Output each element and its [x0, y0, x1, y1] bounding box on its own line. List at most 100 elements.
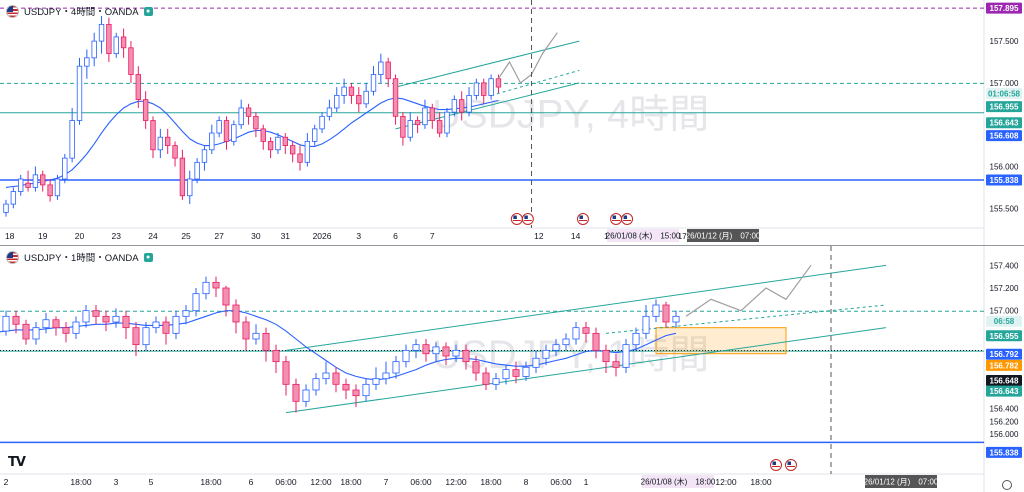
price-tag-bg	[986, 385, 1022, 397]
candle-body	[32, 174, 39, 188]
price-tag-bg	[986, 130, 1022, 142]
candle	[652, 299, 660, 322]
candle	[12, 310, 20, 334]
chart-title: USDJPY・4時間・OANDA	[24, 7, 139, 18]
candle	[312, 124, 318, 146]
candle-body	[642, 315, 650, 334]
candle-body	[192, 293, 200, 312]
candle	[172, 141, 178, 167]
candle-body	[372, 378, 380, 385]
candle-body	[297, 153, 303, 163]
candle	[392, 74, 399, 125]
candle	[412, 339, 420, 359]
price-axis-label: 156.792	[986, 348, 1022, 360]
candle-body	[341, 86, 347, 96]
price-axis-label: 01:06:58	[986, 87, 1022, 99]
economic-event-icon	[785, 459, 797, 471]
price-axis-label: 156.955	[986, 101, 1022, 113]
candle-body	[106, 23, 112, 55]
time-axis-label: 6	[249, 477, 254, 487]
settings-gear-icon[interactable]	[1002, 480, 1012, 490]
candle-body	[162, 321, 170, 334]
price-axis-label: 156.608	[986, 130, 1022, 142]
candle-body	[98, 23, 105, 42]
economic-event-icon	[576, 213, 589, 225]
candle	[297, 145, 303, 171]
candle	[481, 78, 487, 104]
candle	[382, 361, 390, 385]
chart-pane-4h[interactable]: USDJPY, 4時間 18 19 20 23 24 25 27 30 31 2026 3 6 7 12 14…	[0, 0, 1024, 246]
time-badge-bg	[865, 475, 937, 488]
candle	[267, 137, 274, 159]
candle	[402, 344, 410, 368]
candle-body	[135, 74, 141, 101]
candle	[150, 116, 156, 159]
candle-body	[512, 369, 520, 377]
candle	[319, 112, 325, 134]
candle-body	[436, 120, 443, 134]
candle	[572, 322, 580, 345]
candle	[2, 310, 10, 336]
candle	[542, 344, 550, 366]
candle-body	[402, 349, 410, 363]
candle	[352, 384, 360, 407]
candle	[332, 367, 340, 393]
candle-body	[272, 349, 280, 363]
economic-event-icon	[770, 459, 782, 471]
candle-body	[10, 191, 17, 205]
candle-body	[532, 357, 540, 368]
candle-body	[260, 128, 266, 142]
candle-body	[342, 383, 350, 391]
candle-body	[132, 327, 140, 346]
candle-body	[326, 107, 333, 117]
candle	[432, 342, 440, 362]
candle-body	[157, 136, 164, 151]
economic-event-icon	[610, 213, 623, 225]
candle-body	[242, 321, 250, 340]
price-tag-text: 155.838	[990, 448, 1019, 457]
time-axis-label: 1	[584, 477, 589, 487]
price-tag-text: 156.955	[990, 103, 1019, 112]
chart-pane-1h[interactable]: USDJPY, 1時間 2 18:00 3 5 18:00 6 06:00 12:00 18:00…	[0, 246, 1024, 492]
candle-body	[2, 315, 10, 332]
price-axis-label: 06:58	[986, 315, 1022, 327]
candle	[275, 133, 281, 154]
candle-body	[378, 61, 384, 75]
candle-body	[120, 36, 127, 49]
candle	[84, 49, 90, 79]
chart-title: USDJPY・1時間・OANDA	[24, 253, 139, 264]
candle-body	[495, 78, 502, 88]
time-axis-label: 3	[356, 231, 361, 241]
price-tag-bg	[986, 117, 1022, 129]
candle	[552, 339, 560, 356]
price-axis-label: 155.500	[990, 204, 1019, 213]
candle	[512, 361, 520, 384]
economic-event-icon	[521, 213, 534, 225]
time-axis-label: 18:00	[480, 477, 502, 487]
candle	[122, 310, 130, 339]
price-tag-bg	[986, 348, 1022, 360]
price-axis-label: 157.200	[990, 284, 1019, 293]
candle	[223, 116, 230, 150]
candle-body	[267, 141, 274, 151]
candle-body	[482, 372, 490, 385]
price-axis-label: 157.895	[986, 2, 1022, 14]
candle	[341, 78, 347, 104]
candle	[370, 66, 377, 96]
candle	[22, 319, 30, 345]
chart-4h-canvas[interactable]: USDJPY, 4時間 18 19 20 23 24 25 27 30 31 2026 3 6 7 12 14…	[0, 0, 1024, 245]
price-tag-text: 156.955	[990, 332, 1019, 341]
time-axis-label: 12	[534, 231, 544, 241]
candle-body	[362, 383, 370, 397]
candle	[304, 133, 311, 167]
candle-body	[582, 327, 590, 334]
time-badge-bg	[687, 229, 759, 242]
time-badge-bg	[607, 229, 679, 242]
candle-body	[245, 107, 252, 117]
candle-body	[400, 115, 406, 138]
candle	[642, 305, 650, 339]
candle-body	[62, 327, 70, 334]
time-axis-label: 06:00	[550, 477, 572, 487]
price-axis-label: 156.955	[986, 330, 1022, 342]
